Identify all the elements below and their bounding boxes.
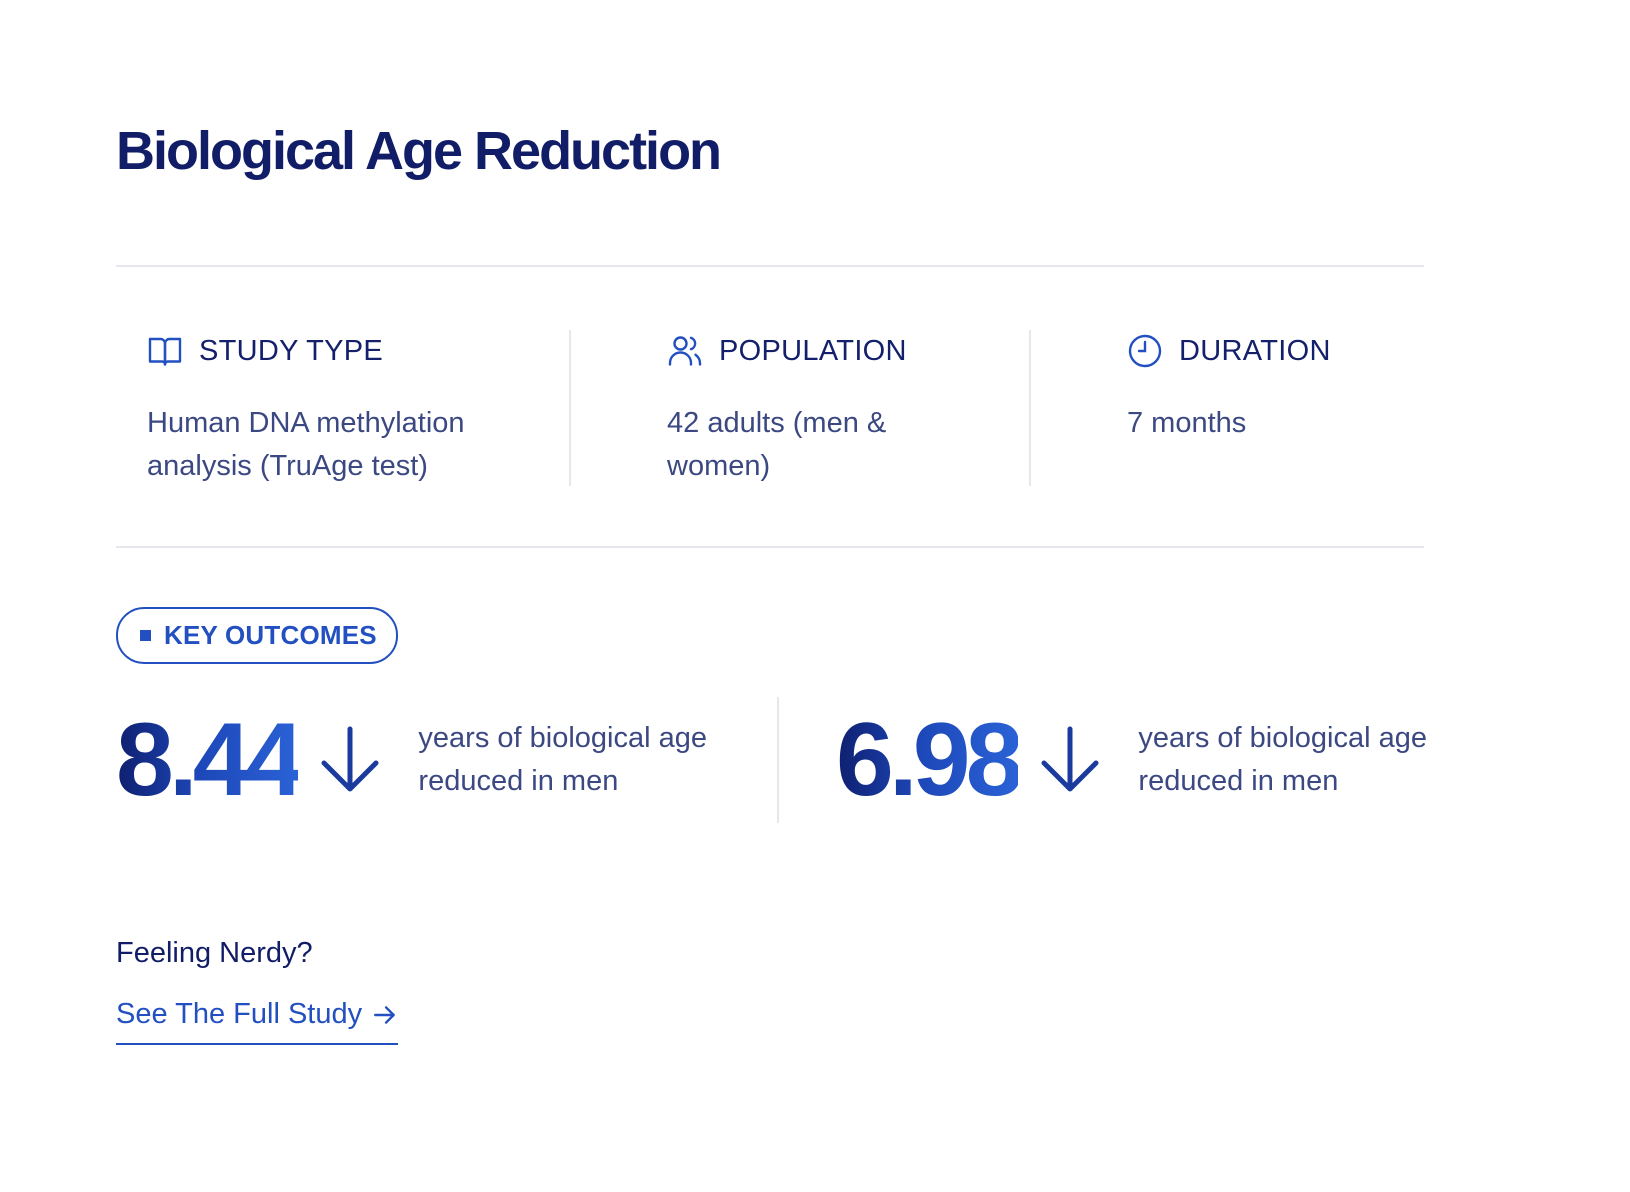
detail-population: POPULATION 42 adults (men & women): [667, 330, 927, 486]
divider: [116, 546, 1424, 548]
users-icon: [668, 336, 702, 366]
detail-value: 7 months: [1127, 407, 1247, 439]
stat-description: years of biological age reduced in men: [418, 722, 707, 797]
detail-value: 42 adults (men & women): [667, 407, 887, 482]
arrow-right-icon: [374, 1005, 395, 1024]
key-outcomes-badge: KEY OUTCOMES: [116, 607, 398, 664]
clock-icon: [1128, 334, 1162, 368]
detail-duration: DURATION 7 months: [1127, 330, 1487, 486]
see-full-study-link[interactable]: See The Full Study: [116, 998, 399, 1045]
detail-label: POPULATION: [719, 334, 907, 367]
link-label: See The Full Study: [116, 998, 363, 1030]
arrow-down-icon: [321, 726, 379, 792]
outcome-stat: 6.98 years of biological age reduced in …: [836, 700, 1428, 820]
detail-label: DURATION: [1179, 334, 1331, 367]
feeling-nerdy-text: Feeling Nerdy?: [116, 937, 313, 969]
detail-label: STUDY TYPE: [199, 334, 384, 367]
column-divider: [1029, 330, 1031, 486]
stat-value: 6.98: [836, 702, 1023, 818]
divider: [116, 265, 1424, 267]
detail-study-type: STUDY TYPE Human DNA methylation analysi…: [147, 330, 507, 486]
detail-value: Human DNA methylation analysis (TruAge t…: [147, 407, 465, 482]
arrow-down-icon: [1041, 726, 1099, 792]
stat-value: 8.44: [116, 702, 303, 818]
badge-label: KEY OUTCOMES: [164, 620, 377, 650]
book-open-icon: [148, 337, 182, 366]
square-bullet-icon: [140, 630, 151, 641]
page-title: Biological Age Reduction: [116, 121, 722, 181]
stat-description: years of biological age reduced in men: [1138, 722, 1427, 797]
outcome-stat: 8.44 years of biological age reduced in …: [116, 700, 708, 820]
column-divider: [777, 697, 779, 823]
column-divider: [569, 330, 571, 486]
